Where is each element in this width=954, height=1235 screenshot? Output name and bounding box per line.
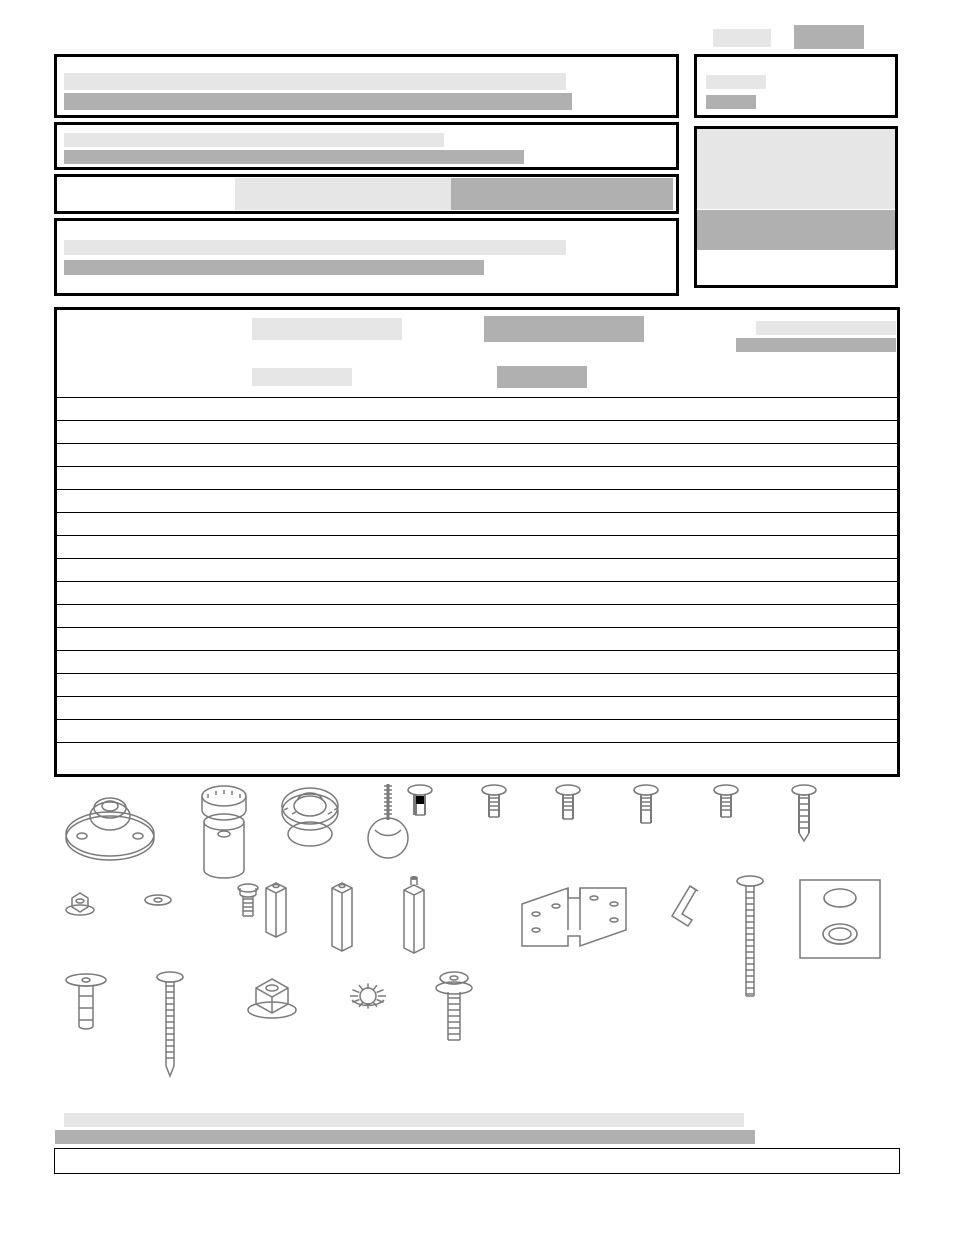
placeholder-bar [451,178,673,210]
placeholder-bar [697,129,895,209]
placeholder-bar [794,25,864,49]
placeholder-bar [706,95,756,109]
header-box-4 [54,218,679,296]
placeholder-bar [64,1113,744,1127]
placeholder-bar [235,178,451,210]
placeholder-bar [252,368,352,386]
placeholder-bar [697,210,895,250]
page [0,0,954,1235]
placeholder-bar [497,366,587,388]
footer-box [54,1148,900,1174]
table-row-divider [54,604,900,605]
parts-table [54,307,900,777]
placeholder-bar [64,133,444,147]
placeholder-bar [55,1130,755,1144]
table-row-divider [54,397,900,398]
placeholder-bar [706,75,766,89]
table-row-divider [54,489,900,490]
placeholder-bar [64,73,566,90]
placeholder-bar [756,321,896,335]
placeholder-bar [64,93,572,110]
table-row-divider [54,719,900,720]
table-row-divider [54,558,900,559]
table-row-divider [54,466,900,467]
table-row-divider [54,650,900,651]
table-row-divider [54,581,900,582]
placeholder-bar [713,29,771,47]
table-row-divider [54,420,900,421]
placeholder-bar [484,316,644,342]
parts-illustrations [54,780,900,1100]
table-row-divider [54,535,900,536]
placeholder-bar [252,318,402,340]
table-row-divider [54,742,900,743]
placeholder-bar [64,150,524,164]
table-row-divider [54,627,900,628]
placeholder-bar [64,240,566,255]
placeholder-bar [64,260,484,275]
placeholder-bar [736,338,896,352]
table-row-divider [54,696,900,697]
table-row-divider [54,673,900,674]
table-row-divider [54,443,900,444]
table-row-divider [54,512,900,513]
